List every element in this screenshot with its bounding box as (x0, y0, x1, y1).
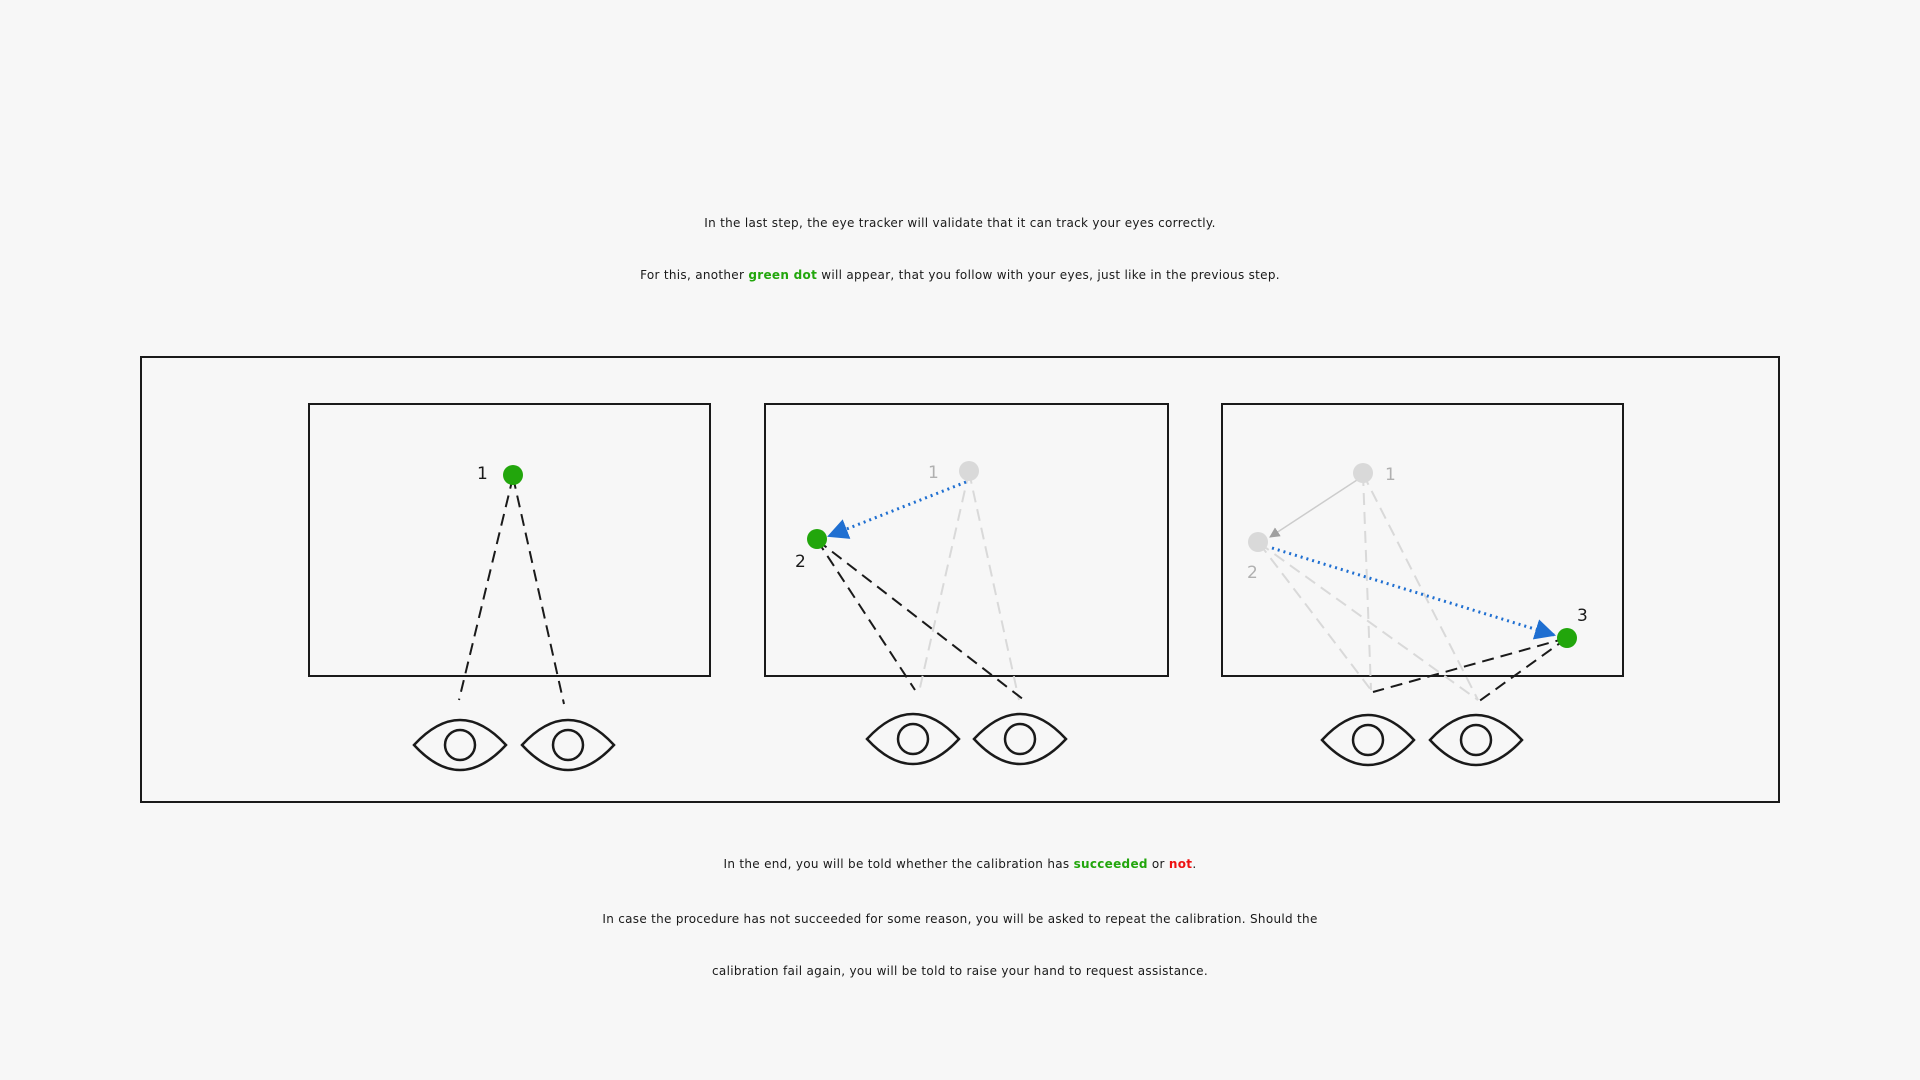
panel-step-1: 1 (308, 403, 711, 772)
previous-dot (1353, 463, 1373, 483)
intro-line-2: For this, another green dot will appear,… (0, 268, 1920, 282)
dot-label-3: 3 (1577, 606, 1588, 626)
gaze-line-left (1372, 637, 1568, 693)
dot-label-1: 1 (477, 464, 488, 484)
previous-path-arrow (1269, 479, 1358, 538)
eye-icon (412, 718, 508, 772)
result-line-end: . (1192, 857, 1197, 871)
validation-diagram: 1 1 2 (140, 356, 1780, 803)
panel-step-3: 1 2 3 (1221, 403, 1624, 767)
eye-icon (865, 712, 961, 766)
dot-label-2: 2 (1247, 563, 1258, 583)
eye-icon (1428, 713, 1524, 767)
intro-line-1: In the last step, the eye tracker will v… (704, 216, 1216, 230)
previous-gaze-line (1258, 542, 1479, 701)
succeeded-highlight: succeeded (1073, 857, 1148, 871)
dot-label-1: 1 (1385, 465, 1396, 485)
screen-frame (764, 403, 1169, 677)
eye-icon (972, 712, 1068, 766)
previous-gaze-line (1362, 473, 1479, 701)
gaze-line-right (816, 539, 1025, 701)
eye-icon (520, 718, 616, 772)
result-line: In the end, you will be told whether the… (0, 857, 1920, 871)
screen-frame (308, 403, 711, 677)
green-dot (807, 529, 827, 549)
previous-gaze-line (968, 471, 1020, 701)
intro-line-2-end: will appear, that you follow with your e… (817, 268, 1280, 282)
previous-dot (959, 461, 979, 481)
eye-icon (1320, 713, 1416, 767)
diagram-frame (140, 356, 1780, 803)
path-arrow (827, 480, 967, 539)
previous-gaze-line (918, 471, 970, 693)
not-highlight: not (1168, 857, 1193, 871)
green-dot (1557, 628, 1577, 648)
result-line-middle: or (1147, 857, 1169, 871)
green-dot (503, 465, 523, 485)
previous-dot (1248, 532, 1268, 552)
screen-frame (1221, 403, 1624, 677)
gaze-line-left (816, 539, 916, 691)
retry-instruction-line-1: In case the procedure has not succeeded … (602, 912, 1318, 926)
gaze-line-left (458, 476, 514, 701)
path-arrow (1271, 546, 1557, 640)
gaze-line-right (1477, 637, 1568, 703)
panel-step-2: 1 2 (764, 403, 1169, 766)
previous-gaze-line (1362, 473, 1372, 691)
result-line-start: In the end, you will be told whether the… (723, 857, 1074, 871)
retry-instruction-line-2: calibration fail again, you will be told… (712, 964, 1208, 978)
previous-gaze-line (1258, 542, 1372, 691)
gaze-line-right (512, 476, 565, 705)
dot-label-2: 2 (795, 552, 806, 572)
dot-label-1: 1 (928, 463, 939, 483)
intro-line-2-start: For this, another (640, 268, 749, 282)
green-dot-highlight: green dot (748, 268, 818, 282)
